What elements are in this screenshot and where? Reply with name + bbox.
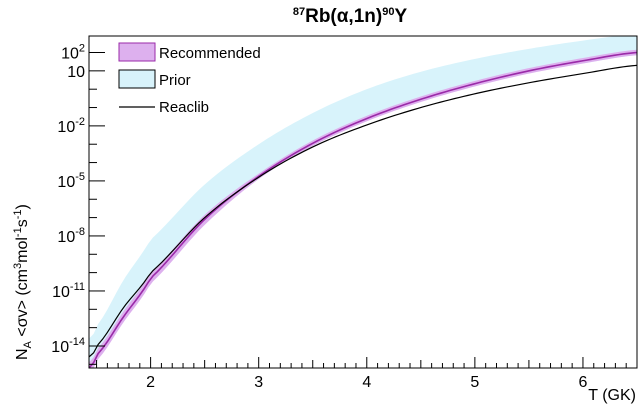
y-tick-label: 10-11 xyxy=(52,281,85,301)
legend-label-prior: Prior xyxy=(159,72,191,89)
legend: Recommended Prior Reaclib xyxy=(118,42,261,116)
title-post-sup: 90 xyxy=(382,6,394,18)
x-tick-label: 6 xyxy=(579,374,588,391)
y-tick-label: 10-14 xyxy=(51,336,85,356)
y-tick-label: 10-8 xyxy=(57,226,85,246)
line-reaclib xyxy=(88,64,638,358)
title-pre-sup: 87 xyxy=(293,6,305,18)
y-axis-label: NA <σv> (cm3mol-1s-1) xyxy=(12,204,34,360)
x-axis-label: T (GK) xyxy=(588,387,636,404)
chart-title: 87Rb(α,1n)90Y xyxy=(293,6,408,27)
legend-swatch-prior xyxy=(118,69,156,89)
x-tick-label: 2 xyxy=(146,374,155,391)
y-tick-label: 102 xyxy=(61,43,85,63)
legend-swatch-recommended xyxy=(118,42,156,62)
line-recommended xyxy=(88,51,638,369)
y-tick-label: 10 xyxy=(67,64,85,81)
band-prior xyxy=(89,36,637,368)
legend-label-reaclib: Reaclib xyxy=(159,99,209,116)
y-tick-label: 10-5 xyxy=(57,171,85,191)
x-tick-label: 3 xyxy=(254,374,263,391)
x-tick-label: 5 xyxy=(470,374,479,391)
title-tail: Y xyxy=(394,6,407,27)
series-layer xyxy=(88,36,638,369)
y-tick-label: 10-2 xyxy=(57,116,85,136)
title-main: Rb(α,1n) xyxy=(305,6,382,27)
x-tick-label: 4 xyxy=(362,374,371,391)
legend-label-recommended: Recommended xyxy=(159,45,261,62)
plot-frame xyxy=(88,35,638,369)
